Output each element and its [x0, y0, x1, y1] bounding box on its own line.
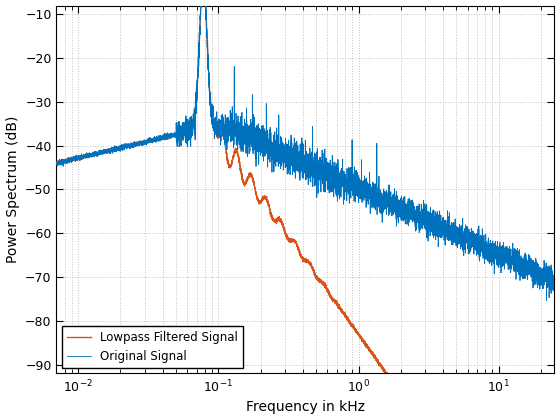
X-axis label: Frequency in kHz: Frequency in kHz: [246, 400, 365, 415]
Original Signal: [241, 142, 248, 147]
Lowpass Filtered Signal: [169, 134, 175, 139]
Original Signal: [551, 282, 558, 287]
Lowpass Filtered Signal: [174, 132, 181, 137]
Y-axis label: Power Spectrum (dB): Power Spectrum (dB): [6, 116, 20, 263]
Original Signal: [53, 160, 60, 165]
Line: Lowpass Filtered Signal: Lowpass Filtered Signal: [57, 0, 554, 420]
Original Signal: [543, 298, 550, 303]
Lowpass Filtered Signal: [53, 159, 60, 164]
Lowpass Filtered Signal: [241, 180, 248, 185]
Original Signal: [547, 272, 554, 277]
Original Signal: [276, 152, 283, 158]
Lowpass Filtered Signal: [276, 217, 283, 222]
Original Signal: [169, 134, 175, 139]
Original Signal: [174, 128, 181, 133]
Original Signal: [171, 131, 178, 136]
Legend: Lowpass Filtered Signal, Original Signal: Lowpass Filtered Signal, Original Signal: [62, 326, 242, 368]
Lowpass Filtered Signal: [171, 132, 178, 137]
Line: Original Signal: Original Signal: [57, 0, 554, 300]
